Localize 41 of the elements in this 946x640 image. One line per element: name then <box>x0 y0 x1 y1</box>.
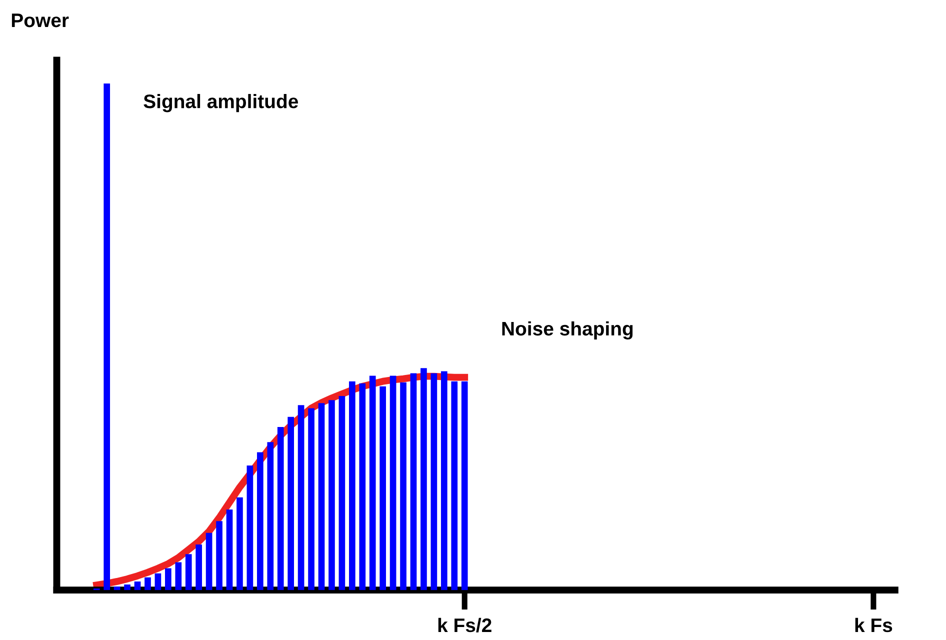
annotation: Noise shaping <box>502 321 633 340</box>
bar <box>359 383 366 590</box>
bar <box>440 371 448 590</box>
annotation: Signal amplitude <box>144 94 298 112</box>
bar <box>257 452 264 590</box>
bar <box>348 381 356 590</box>
bar <box>206 532 212 590</box>
bar <box>226 510 233 590</box>
bar <box>154 573 162 590</box>
bar <box>461 381 468 590</box>
bar <box>288 416 294 590</box>
bar <box>246 465 254 590</box>
bar <box>390 376 396 590</box>
bar <box>185 554 192 590</box>
x-tick-label: k Fs/2 <box>438 618 492 632</box>
x-tick-label: k Fs <box>855 618 892 632</box>
bar <box>236 497 243 590</box>
bar <box>216 521 222 590</box>
bar <box>114 586 120 590</box>
bar <box>308 408 314 590</box>
y-axis-title: Power <box>12 14 69 28</box>
bar <box>134 581 141 590</box>
bar <box>175 562 182 590</box>
bar <box>277 426 284 590</box>
bar <box>430 373 438 590</box>
bar <box>420 368 427 590</box>
bar <box>165 568 172 590</box>
bar <box>328 400 335 590</box>
bar <box>104 83 110 590</box>
bar <box>267 442 274 590</box>
bar <box>380 386 386 590</box>
bar <box>369 376 376 590</box>
bar <box>410 373 417 590</box>
bar <box>196 544 202 590</box>
bar <box>298 405 304 590</box>
bar <box>400 382 406 590</box>
bar <box>338 396 346 590</box>
bar <box>318 403 325 590</box>
bar <box>144 577 151 590</box>
bar <box>451 381 458 590</box>
bar <box>124 584 130 590</box>
